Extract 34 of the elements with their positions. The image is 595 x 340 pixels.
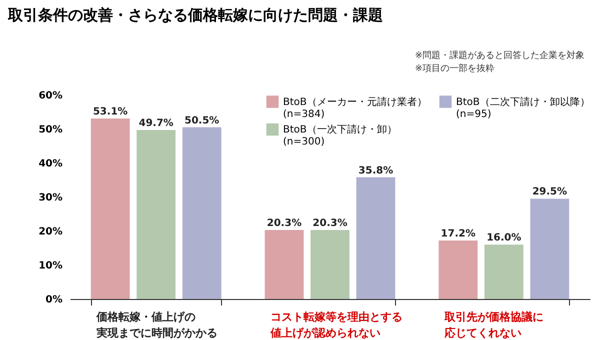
bar xyxy=(90,118,130,299)
bar xyxy=(438,240,478,299)
data-label: 17.2% xyxy=(440,228,476,240)
chart-title: 取引条件の改善・さらなる価格転嫁に向けた問題・課題 xyxy=(7,6,384,24)
data-label: 16.0% xyxy=(486,232,522,244)
x-tick-label: 取引先が価格協議に応じてくれない xyxy=(443,310,544,340)
bar xyxy=(356,177,396,299)
x-tick-label: コスト転嫁等を理由とする値上げが認められない xyxy=(270,310,402,340)
bar xyxy=(530,198,570,299)
legend-label: BtoB（一次下請け・卸） (n=300) xyxy=(283,124,397,148)
data-label: 35.8% xyxy=(358,165,394,176)
bar xyxy=(264,230,304,299)
y-tick-label: 30% xyxy=(38,192,62,204)
legend-label: BtoB（メーカー・元請け業者） (n=384) xyxy=(283,96,427,120)
bar xyxy=(484,244,524,299)
x-tick-label: 価格転嫁・値上げの実現までに時間がかかる xyxy=(96,310,218,340)
y-tick-label: 60% xyxy=(38,90,62,102)
bar xyxy=(182,127,222,299)
bar xyxy=(310,230,350,299)
data-label: 53.1% xyxy=(92,106,128,118)
bar xyxy=(136,130,176,299)
data-label: 29.5% xyxy=(532,186,568,198)
text: ※項目の一部を抜粋 xyxy=(415,63,495,74)
y-tick-label: 50% xyxy=(38,124,62,136)
y-tick-label: 10% xyxy=(38,260,62,272)
data-label: 49.7% xyxy=(138,118,174,130)
data-label: 20.3% xyxy=(266,218,302,229)
y-tick-label: 20% xyxy=(38,226,62,238)
y-tick-label: 0% xyxy=(46,294,62,306)
y-tick-label: 40% xyxy=(38,158,62,170)
legend-label: BtoB（二次下請け・卸以降） (n=95) xyxy=(456,96,590,120)
data-label: 50.5% xyxy=(184,115,220,126)
data-label: 20.3% xyxy=(312,218,348,229)
text: ※問題・課題があると回答した企業を対象 xyxy=(415,50,585,61)
